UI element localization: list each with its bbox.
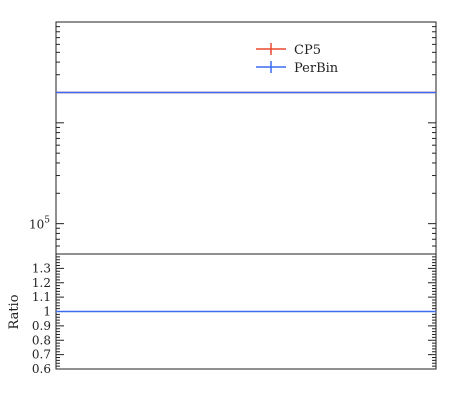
legend: CP5 PerBin xyxy=(256,43,339,76)
main-y-tick-labels: 105 xyxy=(29,216,50,232)
ratio-y-tick-label: 1.3 xyxy=(32,261,51,275)
legend-label-cp5: CP5 xyxy=(294,43,321,58)
ratio-y-tick-label: 0.7 xyxy=(32,348,51,362)
main-y-tick-label: 105 xyxy=(29,216,50,232)
ratio-y-ticks xyxy=(56,253,436,370)
ratio-y-tick-label: 1.1 xyxy=(32,290,51,304)
legend-entry-perbin: PerBin xyxy=(256,61,339,76)
ratio-axis-title: Ratio xyxy=(7,294,22,329)
ratio-y-tick-labels: 0.60.70.80.911.11.21.3 xyxy=(32,261,51,376)
ratio-y-tick-label: 1.2 xyxy=(32,276,51,290)
ratio-y-tick-label: 1 xyxy=(43,305,51,319)
ratio-y-tick-label: 0.8 xyxy=(32,333,51,347)
main-y-ticks xyxy=(56,21,436,255)
legend-entry-cp5: CP5 xyxy=(256,43,321,58)
legend-label-perbin: PerBin xyxy=(294,61,339,76)
ratio-y-tick-label: 0.6 xyxy=(32,362,51,376)
ratio-y-tick-label: 0.9 xyxy=(32,319,51,333)
main-panel-frame xyxy=(55,21,437,255)
